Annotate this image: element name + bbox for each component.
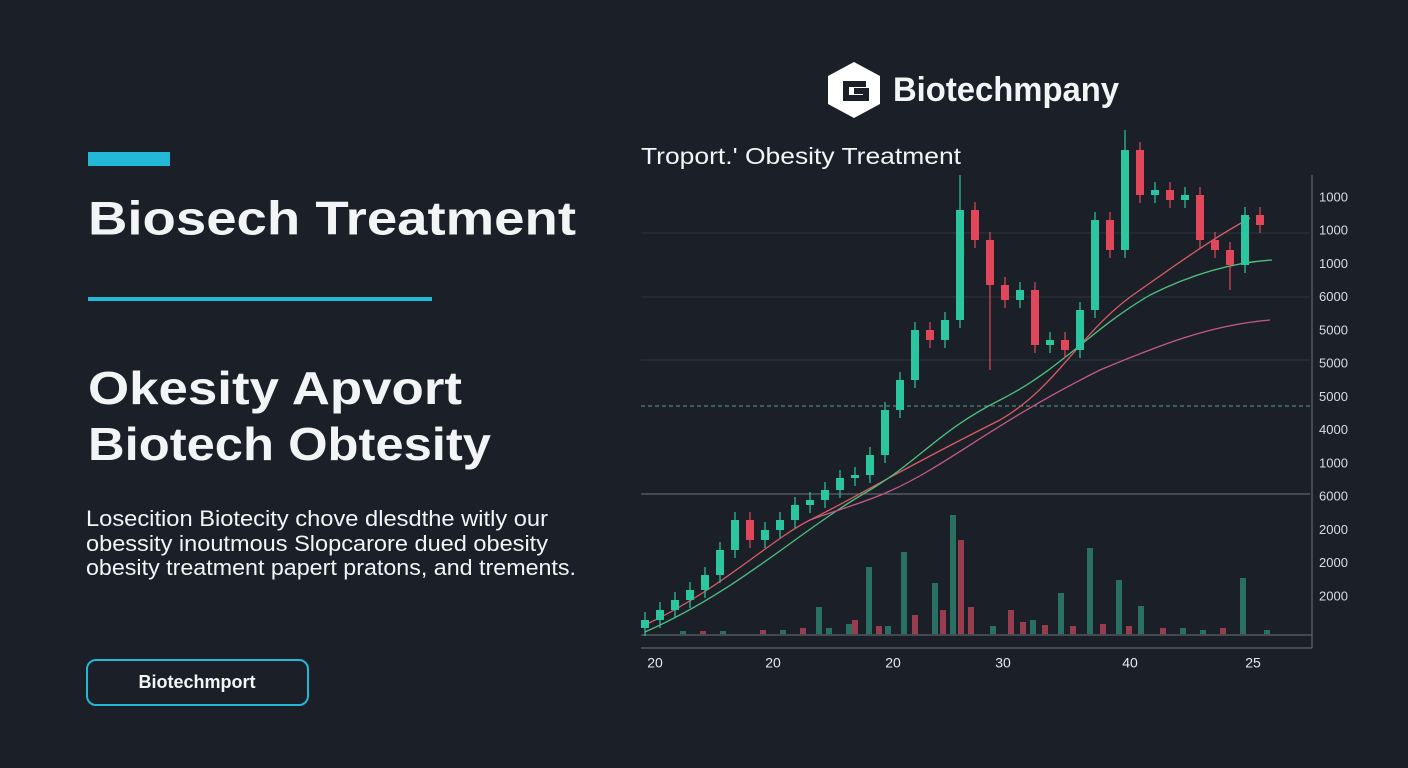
moving-average: [809, 319, 1271, 521]
moving-average: [644, 217, 1251, 626]
x-axis-label: 25: [1245, 655, 1261, 671]
logo-glyph: [843, 81, 869, 101]
button-label[interactable]: Biotechmport: [139, 672, 256, 692]
logo: Biotechmpany: [828, 62, 1119, 118]
y-axis-label: 1000: [1319, 256, 1348, 271]
chart-title: Troport.' Obesity Treatment: [641, 143, 962, 169]
y-axis-label: 2000: [1319, 522, 1348, 537]
hero-title: Biosech Treatment: [88, 191, 576, 244]
y-axis-label: 1000: [1319, 223, 1348, 238]
x-axis-label: 20: [885, 655, 901, 671]
y-axis-label: 5000: [1319, 389, 1348, 404]
logo-text: Biotechmpany: [893, 71, 1119, 109]
y-axis-label: 1000: [1319, 455, 1348, 470]
y-axis-label: 2000: [1319, 588, 1348, 603]
candle-bodies: [641, 150, 1249, 628]
y-axis-label: 5000: [1319, 356, 1348, 371]
y-axis-label: 1000: [1319, 189, 1348, 204]
button[interactable]: Biotechmport: [86, 659, 309, 706]
y-axis-label: 2000: [1319, 555, 1348, 570]
description: obesity treatment papert pratons, and tr…: [86, 555, 576, 580]
divider: [88, 297, 432, 301]
x-axis-label: 30: [995, 655, 1011, 671]
accent-bar: [88, 152, 170, 166]
y-axis-label: 4000: [1319, 422, 1348, 437]
y-axis-label: 6000: [1319, 289, 1348, 304]
x-axis-label: 40: [1122, 655, 1138, 671]
button-frame[interactable]: [86, 659, 309, 706]
y-axis-labels: 1000 1000 1000 6000 5000 5000 5000 4000 1000 6000…: [1319, 189, 1348, 603]
description: Losecition Biotecity chove dlesdthe witl…: [86, 506, 548, 531]
volume-bars: [700, 540, 1226, 634]
x-axis-labels: 20 20 20 30 40 25: [647, 655, 1261, 671]
hero-subtitle: Okesity Apvort: [88, 362, 462, 414]
x-axis-label: 20: [765, 655, 781, 671]
x-axis-label: 20: [647, 655, 663, 671]
hero-subtitle: Biotech Obtesity: [88, 418, 491, 470]
y-axis-label: 6000: [1319, 489, 1348, 504]
description: obessity inoutmous Slopcarore dued obesi…: [86, 531, 548, 556]
y-axis-label: 5000: [1319, 322, 1348, 337]
moving-average: [644, 259, 1273, 633]
